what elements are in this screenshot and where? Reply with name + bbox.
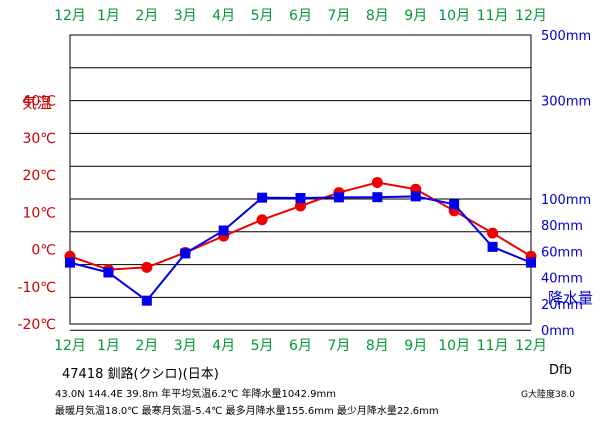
month-label-top: 6月 bbox=[289, 8, 312, 24]
precipitation-line bbox=[69, 195, 532, 303]
precipitation-point bbox=[487, 241, 498, 252]
month-label-bottom: 6月 bbox=[289, 338, 312, 354]
precipitation-point bbox=[526, 257, 536, 268]
month-label-top: 5月 bbox=[251, 8, 274, 24]
precipitation-point bbox=[333, 192, 344, 203]
temp-tick-label: 10℃ bbox=[22, 205, 56, 221]
temp-tick-label: 30℃ bbox=[22, 131, 56, 147]
climate-class: Dfb bbox=[549, 363, 572, 378]
station-summary: 43.0N 144.4E 39.8m 年平均気温6.2℃ 年降水量1042.9m… bbox=[55, 389, 337, 400]
temp-tick-label: -20℃ bbox=[17, 317, 56, 333]
station-title: 47418 釧路(クシロ)(日本) bbox=[62, 367, 219, 382]
precip-tick-label: 60mm bbox=[541, 245, 583, 260]
plot-frame bbox=[69, 34, 532, 325]
month-label-top: 3月 bbox=[174, 8, 197, 24]
continentality: G大陸度38.0 bbox=[521, 390, 576, 400]
temp-tick-label: 0℃ bbox=[31, 243, 56, 259]
precip-tick-label: 80mm bbox=[541, 219, 583, 234]
temperature-point bbox=[487, 227, 499, 239]
month-label-top: 9月 bbox=[404, 8, 427, 24]
grid bbox=[69, 34, 532, 331]
month-label-top: 2月 bbox=[135, 8, 158, 24]
month-label-top: 1月 bbox=[97, 8, 120, 24]
temp-tick-label: 40℃ bbox=[22, 94, 56, 110]
precip-tick-label: 100mm bbox=[541, 193, 591, 208]
temp-axis-label: 気温 bbox=[22, 94, 52, 112]
month-label-bottom: 8月 bbox=[366, 338, 389, 354]
station-extremes: 最暖月気温18.0℃ 最寒月気温-5.4℃ 最多月降水量155.6mm 最少月降… bbox=[55, 406, 439, 417]
temp-tick-label: -10℃ bbox=[17, 280, 56, 296]
month-label-bottom: 2月 bbox=[135, 338, 158, 354]
precipitation-point bbox=[449, 199, 460, 210]
month-label-bottom: 9月 bbox=[404, 338, 427, 354]
precip-tick-label: 300mm bbox=[541, 95, 591, 110]
precipitation-point bbox=[103, 267, 114, 278]
precipitation-point bbox=[295, 193, 306, 204]
month-label-bottom: 10月 bbox=[438, 338, 470, 354]
precip-tick-label: 40mm bbox=[541, 272, 583, 287]
temperature-point bbox=[371, 177, 383, 189]
precipitation-series bbox=[65, 191, 536, 306]
month-label-top: 4月 bbox=[212, 8, 235, 24]
month-label-bottom: 12月 bbox=[54, 338, 86, 354]
temperature-point bbox=[256, 214, 268, 226]
axes: 12月 12月 1月 1月 2月 2月 3月 3月 4月 4月 5月 5月 6月 6月 7月 7月 8月 8月 9月… bbox=[17, 8, 593, 354]
precip-tick-label: 500mm bbox=[541, 29, 591, 44]
precipitation-point bbox=[372, 192, 383, 203]
month-label-bottom: 5月 bbox=[251, 338, 274, 354]
temp-tick-label: 20℃ bbox=[22, 168, 56, 184]
precipitation-point bbox=[141, 295, 152, 306]
month-label-bottom: 4月 bbox=[212, 338, 235, 354]
precipitation-point bbox=[257, 192, 268, 203]
month-label-top: 12月 bbox=[54, 8, 86, 24]
precipitation-point bbox=[218, 225, 229, 236]
month-label-bottom: 7月 bbox=[327, 338, 350, 354]
month-label-top: 8月 bbox=[366, 8, 389, 24]
precip-tick-label: 20mm bbox=[541, 298, 583, 313]
precipitation-point bbox=[65, 257, 75, 268]
precip-tick-label: 0mm bbox=[541, 324, 575, 339]
month-label-top: 11月 bbox=[477, 8, 509, 24]
month-label-top: 10月 bbox=[438, 8, 470, 24]
month-label-bottom: 12月 bbox=[515, 338, 547, 354]
month-label-bottom: 1月 bbox=[97, 338, 120, 354]
month-label-top: 7月 bbox=[327, 8, 350, 24]
temperature-point bbox=[295, 200, 306, 212]
month-label-bottom: 11月 bbox=[477, 338, 509, 354]
month-label-bottom: 3月 bbox=[174, 338, 197, 354]
precipitation-point bbox=[180, 248, 191, 259]
precip-axis-label: 降水量 bbox=[548, 289, 593, 307]
temperature-series bbox=[64, 177, 537, 276]
month-label-top: 12月 bbox=[515, 8, 547, 24]
precipitation-point bbox=[410, 191, 421, 202]
temperature-point bbox=[141, 261, 153, 273]
